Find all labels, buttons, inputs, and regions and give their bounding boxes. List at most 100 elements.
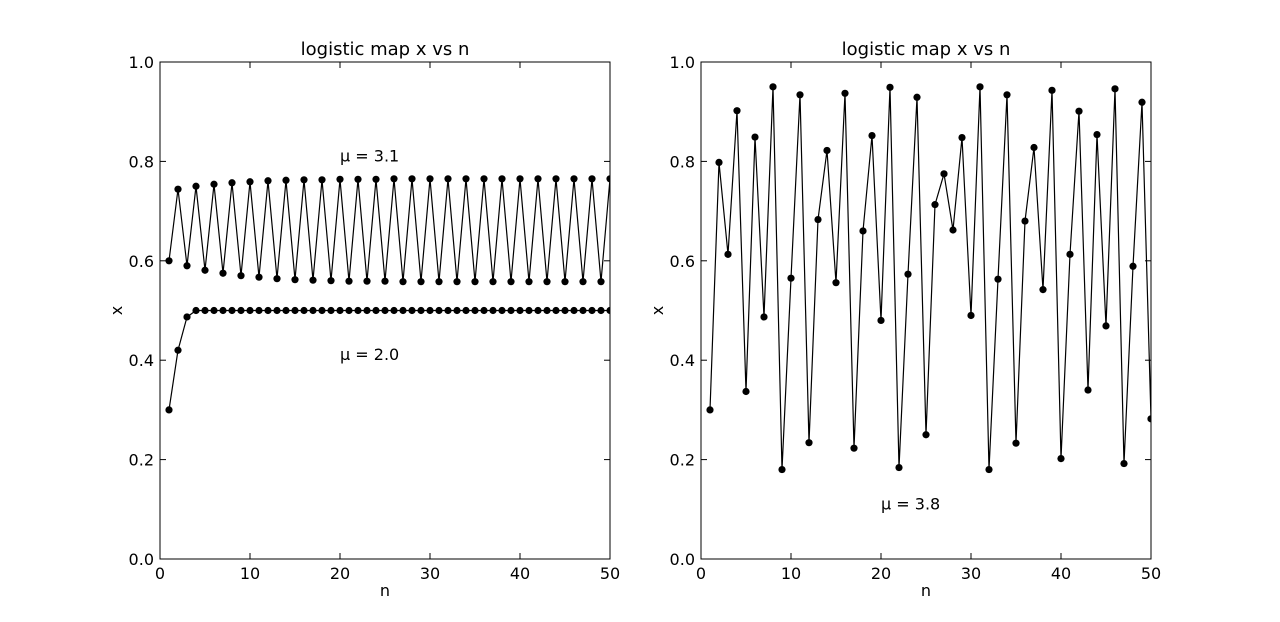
- data-point: [210, 180, 218, 188]
- data-point: [561, 306, 569, 315]
- data-point: [363, 306, 371, 315]
- data-point: [552, 175, 560, 183]
- data-point: [183, 262, 191, 270]
- data-point: [543, 278, 551, 286]
- axes-frame: [159, 61, 611, 560]
- data-point: [309, 306, 317, 315]
- x-tick-label: 30: [420, 564, 440, 583]
- data-point: [354, 175, 362, 183]
- data-point: [895, 463, 903, 472]
- data-point: [255, 273, 263, 281]
- x-axis-label: n: [921, 581, 931, 600]
- data-point: [588, 175, 596, 183]
- data-point: [399, 278, 407, 286]
- data-point: [174, 185, 182, 193]
- data-point: [435, 278, 443, 286]
- data-point: [967, 311, 975, 320]
- data-point: [489, 306, 497, 315]
- x-tick-label: 40: [510, 564, 530, 583]
- data-point: [471, 306, 479, 315]
- data-point: [336, 306, 344, 315]
- data-point: [246, 306, 254, 315]
- data-point: [471, 278, 479, 286]
- data-point: [985, 465, 993, 474]
- data-point: [1138, 98, 1146, 106]
- data-point: [453, 278, 461, 286]
- data-point: [237, 272, 245, 280]
- plot-area: [165, 175, 610, 414]
- data-point: [264, 177, 272, 185]
- data-point: [165, 406, 173, 414]
- data-point: [417, 278, 425, 286]
- data-point: [561, 278, 569, 286]
- data-point: [597, 278, 605, 286]
- data-point: [318, 176, 326, 184]
- y-tick-label: 0.2: [129, 451, 154, 470]
- data-point: [300, 306, 308, 315]
- data-point: [363, 277, 371, 285]
- data-point: [327, 306, 335, 315]
- series-line-0: [168, 178, 610, 282]
- data-point: [498, 175, 506, 183]
- data-point: [922, 431, 930, 439]
- annotation-label: μ = 3.8: [881, 494, 940, 513]
- data-point: [489, 278, 497, 286]
- data-point: [264, 306, 272, 315]
- data-point: [372, 306, 380, 315]
- data-point: [552, 306, 560, 315]
- data-point: [534, 306, 542, 315]
- data-point: [192, 306, 200, 315]
- x-tick-label: 40: [1051, 564, 1071, 583]
- data-point: [904, 270, 912, 278]
- data-point: [1030, 143, 1038, 152]
- x-axis-label: n: [380, 581, 390, 600]
- chart-title: logistic map x vs n: [842, 39, 1011, 60]
- data-point: [814, 215, 822, 224]
- data-point: [273, 275, 281, 283]
- data-point: [1012, 439, 1020, 447]
- data-point: [1084, 386, 1092, 394]
- data-point: [1075, 107, 1083, 115]
- y-tick-label: 1.0: [670, 53, 695, 72]
- data-point: [381, 306, 389, 315]
- data-point: [787, 274, 795, 282]
- data-point: [534, 175, 542, 183]
- data-point: [1111, 85, 1119, 93]
- data-point: [886, 83, 894, 91]
- data-point: [444, 306, 452, 315]
- data-point: [390, 306, 398, 315]
- data-point: [426, 175, 434, 183]
- data-point: [228, 179, 236, 187]
- data-point: [462, 306, 470, 315]
- y-axis-label: x: [648, 306, 667, 315]
- data-point: [201, 306, 209, 315]
- x-tick-label: 50: [600, 564, 620, 583]
- y-axis-label: x: [107, 306, 126, 315]
- data-point: [192, 182, 200, 190]
- data-point: [480, 306, 488, 315]
- y-tick-label: 0.2: [670, 451, 695, 470]
- data-point: [318, 306, 326, 315]
- data-point: [210, 306, 218, 315]
- data-point: [733, 107, 741, 115]
- x-tick-label: 0: [696, 564, 706, 583]
- data-point: [462, 175, 470, 183]
- data-point: [426, 306, 434, 315]
- data-point: [246, 178, 254, 186]
- data-point: [282, 176, 290, 184]
- y-tick-label: 0.0: [670, 550, 695, 569]
- x-tick-label: 10: [240, 564, 260, 583]
- data-point: [435, 306, 443, 315]
- data-point: [255, 306, 263, 315]
- data-point: [949, 226, 957, 234]
- data-point: [183, 313, 191, 321]
- data-point: [300, 176, 308, 184]
- data-point: [1129, 262, 1137, 270]
- data-point: [597, 306, 605, 315]
- data-point: [742, 387, 750, 396]
- data-point: [958, 133, 966, 142]
- data-point: [228, 306, 236, 315]
- data-point: [588, 306, 596, 315]
- data-point: [1066, 250, 1074, 258]
